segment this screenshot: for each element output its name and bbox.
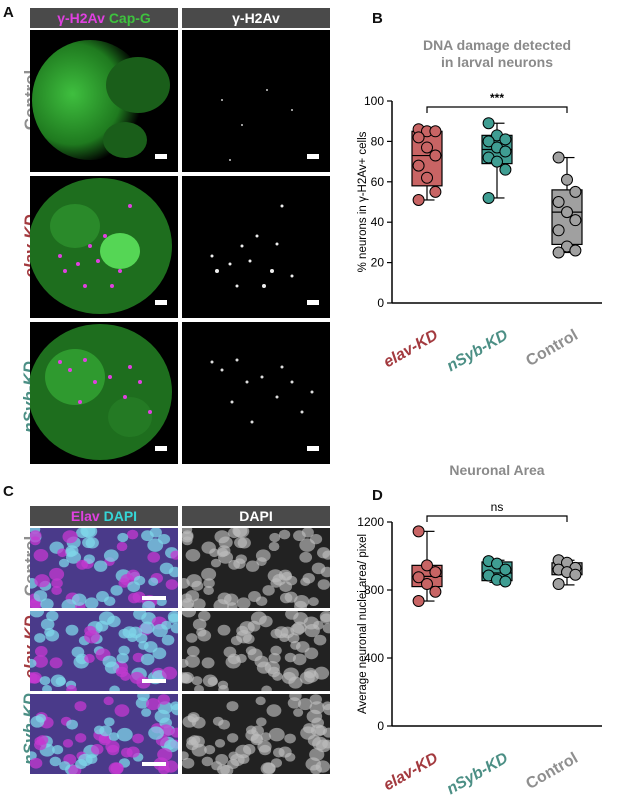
micrograph-a-nsyb-merge bbox=[30, 322, 178, 464]
data-point bbox=[421, 141, 433, 154]
y-tick-label: 0 bbox=[377, 719, 384, 733]
data-point bbox=[569, 568, 582, 581]
y-axis-label: % neurons in γ-H2Av+ cells bbox=[357, 131, 369, 272]
data-point bbox=[561, 173, 573, 186]
y-tick-label: 80 bbox=[371, 134, 385, 148]
data-point bbox=[421, 559, 433, 572]
data-point bbox=[491, 557, 503, 570]
dapi-label: DAPI bbox=[103, 508, 138, 524]
chart-neuronal-area: Neuronal Area 0 400 800 1200 Average neuronal… bbox=[357, 462, 602, 796]
data-point bbox=[499, 133, 512, 146]
significance-label: ns bbox=[491, 500, 504, 514]
x-category-label: Control bbox=[523, 750, 581, 793]
gamma-h2av-label: γ-H2Av bbox=[57, 10, 105, 26]
x-category-label: elav-KD bbox=[381, 750, 441, 795]
y-tick-label: 0 bbox=[377, 296, 384, 310]
data-point bbox=[552, 151, 565, 164]
data-point bbox=[412, 595, 425, 608]
micrograph-a-elav-gray bbox=[182, 176, 330, 318]
panel-a-header-gray: γ-H2Av bbox=[182, 8, 330, 28]
data-point bbox=[412, 131, 425, 144]
y-tick-label: 20 bbox=[371, 256, 385, 270]
significance-bracket bbox=[426, 515, 568, 522]
panel-letter-a: A bbox=[3, 4, 14, 21]
data-point bbox=[499, 163, 512, 176]
data-point bbox=[491, 155, 503, 168]
y-tick-label: 1200 bbox=[357, 515, 384, 529]
micrograph-a-control-merge bbox=[30, 30, 178, 172]
x-category-label: Control bbox=[523, 327, 581, 370]
data-point bbox=[412, 159, 425, 172]
x-category-label: nSyb-KD bbox=[444, 750, 511, 796]
micrograph-c-control-merge bbox=[30, 528, 178, 608]
y-tick-label: 40 bbox=[371, 215, 385, 229]
data-point bbox=[552, 578, 565, 591]
micrograph-c-elav-merge bbox=[30, 611, 178, 691]
chart-title: DNA damage detected bbox=[423, 37, 571, 53]
data-point bbox=[552, 196, 565, 208]
y-tick-label: 800 bbox=[364, 583, 384, 597]
micrograph-c-nsyb-merge bbox=[30, 694, 178, 774]
micrograph-a-nsyb-gray bbox=[182, 322, 330, 464]
panel-letter-b: B bbox=[372, 10, 383, 27]
scale-bar bbox=[142, 596, 166, 600]
data-point bbox=[561, 206, 573, 219]
y-axis-label: Average neuronal nuclei area/ pixel bbox=[357, 534, 369, 714]
micrograph-c-nsyb-gray bbox=[182, 694, 330, 774]
data-point bbox=[499, 575, 512, 588]
y-tick-label: 400 bbox=[364, 651, 384, 665]
micrograph-a-control-gray bbox=[182, 30, 330, 172]
micrograph-c-control-gray bbox=[182, 528, 330, 608]
data-point bbox=[412, 525, 425, 538]
panel-c-header-gray: DAPI bbox=[182, 506, 330, 526]
scale-bar bbox=[142, 762, 166, 766]
data-point bbox=[499, 563, 512, 576]
chart-title: in larval neurons bbox=[441, 54, 553, 70]
data-point bbox=[499, 145, 512, 158]
scale-bar bbox=[142, 679, 166, 683]
panel-a-header-merge: γ-H2Av Cap-G bbox=[30, 8, 178, 28]
data-point bbox=[421, 171, 433, 184]
panel-letter-c: C bbox=[3, 483, 14, 500]
data-point bbox=[429, 185, 442, 198]
data-point bbox=[569, 244, 582, 257]
data-point bbox=[569, 214, 582, 227]
significance-bracket bbox=[426, 106, 568, 113]
micrograph-a-elav-merge bbox=[30, 176, 178, 318]
data-point bbox=[552, 246, 565, 259]
data-point bbox=[412, 193, 425, 206]
x-category-label: nSyb-KD bbox=[444, 327, 511, 376]
x-category-label: elav-KD bbox=[381, 327, 441, 372]
data-point bbox=[429, 149, 442, 162]
elav-label: Elav bbox=[70, 508, 100, 524]
panel-c-header-merge: Elav DAPI bbox=[30, 506, 178, 526]
y-tick-label: 100 bbox=[364, 94, 384, 108]
data-point bbox=[482, 135, 495, 148]
data-point bbox=[552, 224, 565, 237]
capg-label: Cap-G bbox=[108, 10, 151, 26]
data-point bbox=[412, 571, 425, 584]
data-point bbox=[482, 117, 495, 130]
panel-letter-d: D bbox=[372, 487, 383, 504]
data-point bbox=[421, 578, 433, 591]
micrograph-c-elav-gray bbox=[182, 611, 330, 691]
chart-title: Neuronal Area bbox=[449, 462, 544, 478]
data-point bbox=[429, 566, 442, 579]
significance-label: *** bbox=[490, 91, 504, 105]
y-tick-label: 60 bbox=[371, 175, 385, 189]
data-point bbox=[429, 125, 442, 138]
data-point bbox=[429, 585, 442, 598]
data-point bbox=[482, 191, 495, 204]
data-point bbox=[569, 185, 582, 198]
